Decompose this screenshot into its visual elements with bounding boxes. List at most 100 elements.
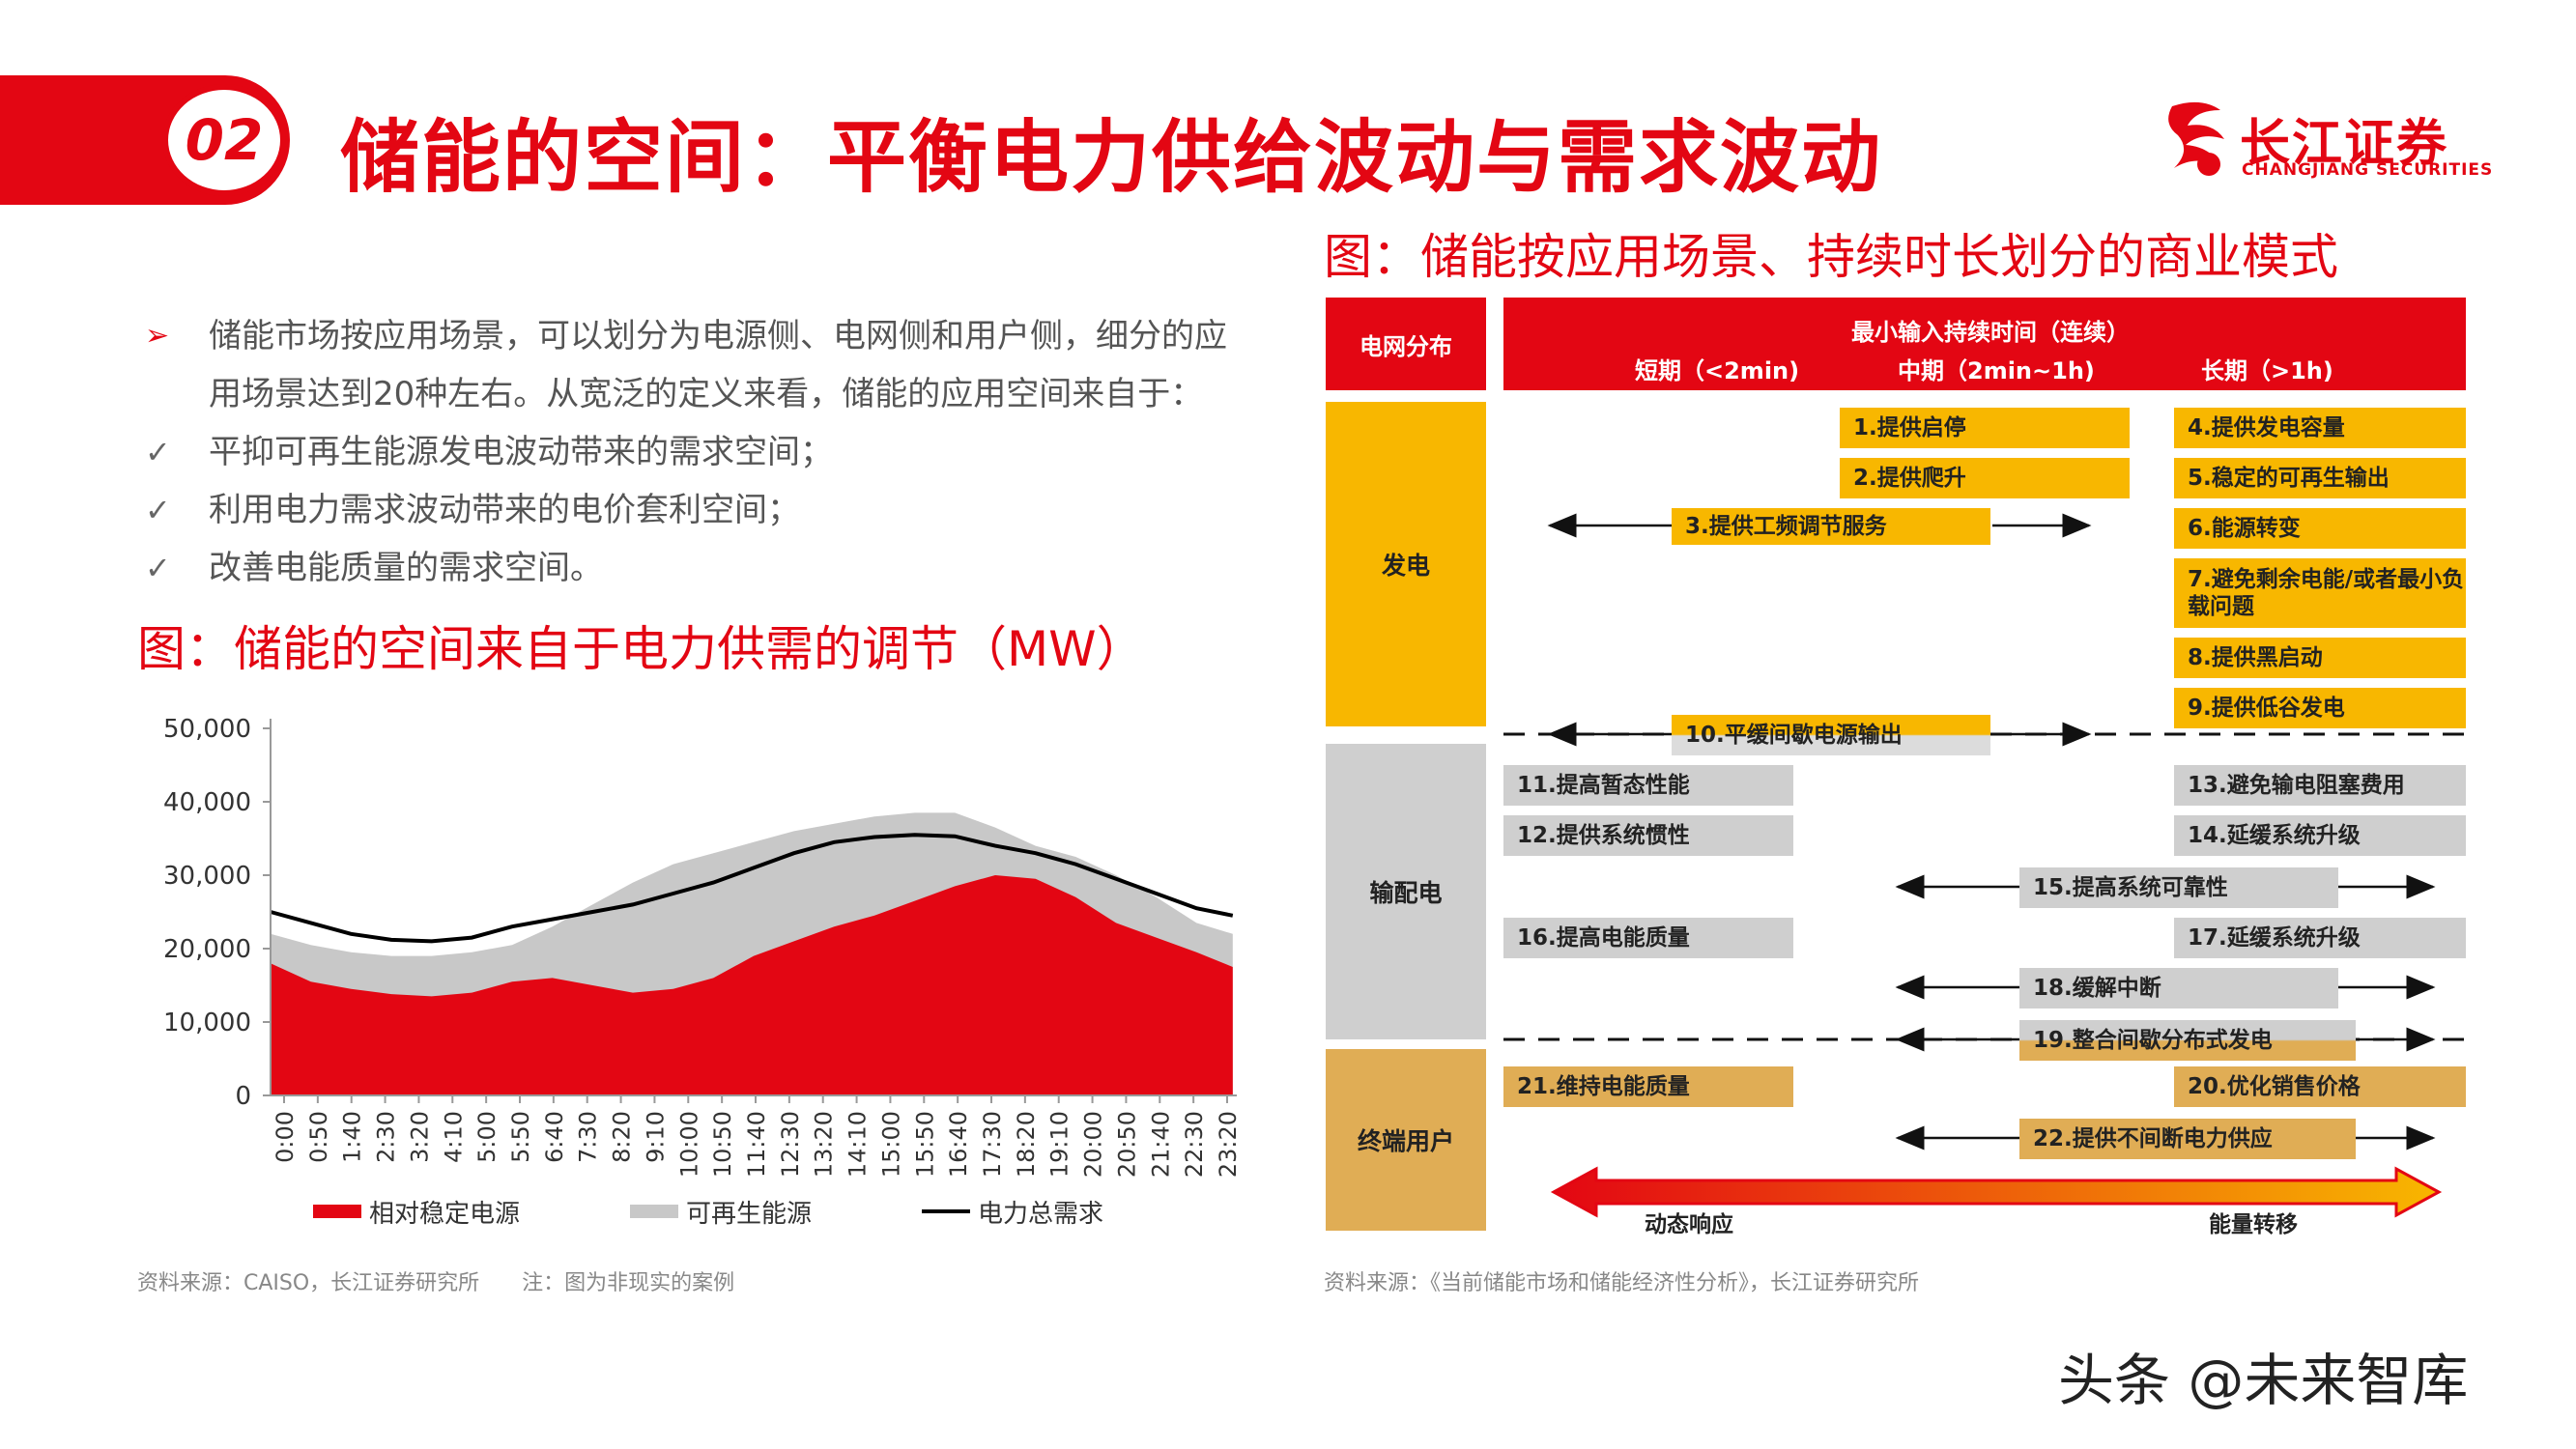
legend-label: 相对稳定电源 <box>369 1199 521 1229</box>
y-tick-label: 10,000 <box>163 1009 251 1037</box>
item-4: 4.提供发电容量 <box>2174 408 2466 448</box>
x-tick-label: 2:30 <box>373 1111 400 1163</box>
bullet-item: ➢ 储能市场按应用场景，可以划分为电源侧、电网侧和用户侧，细分的应用场景达到20… <box>145 307 1237 423</box>
y-tick-label: 40,000 <box>163 788 251 817</box>
y-tick-label: 50,000 <box>163 715 251 744</box>
x-tick-label: 12:30 <box>777 1111 804 1178</box>
x-tick-label: 0:50 <box>305 1111 332 1163</box>
bullet-item: ✓ 平抑可再生能源发电波动带来的需求空间； <box>145 423 1237 481</box>
item-6: 6.能源转变 <box>2174 508 2466 549</box>
bullet-text: 平抑可再生能源发电波动带来的需求空间； <box>209 433 833 471</box>
category-generation: 发电 <box>1326 402 1486 726</box>
item-22: 22.提供不间断电力供应 <box>2019 1119 2356 1159</box>
section-number-badge: 02 <box>162 84 286 196</box>
energy-shift-label: 能量转移 <box>2209 1212 2298 1237</box>
x-tick-label: 21:40 <box>1147 1111 1174 1178</box>
x-tick-label: 15:50 <box>911 1111 938 1178</box>
series-demand-line <box>270 833 1234 944</box>
item-19: 19.整合间歇分布式发电 <box>2019 1020 2356 1061</box>
business-model-diagram: 电网分布 最小输入持续时间（连续） 短期（<2min) 中期（2min~1h) … <box>1326 298 2466 1237</box>
x-tick-label: 7:30 <box>575 1111 602 1163</box>
legend-label: 电力总需求 <box>978 1199 1104 1229</box>
x-tick-label: 3:20 <box>406 1111 433 1163</box>
x-tick-label: 8:20 <box>609 1111 636 1163</box>
series-stable-area <box>271 875 1233 1095</box>
x-tick-label: 20:50 <box>1113 1111 1140 1178</box>
check-icon: ✓ <box>145 550 171 586</box>
header-mid-label: 中期（2min~1h) <box>1898 357 2095 384</box>
item-9: 9.提供低谷发电 <box>2174 688 2466 728</box>
bullet-text: 利用电力需求波动带来的电价套利空间； <box>209 491 800 529</box>
legend-item-demand: 电力总需求 <box>922 1192 1103 1231</box>
x-tick-label: 19:10 <box>1046 1111 1073 1178</box>
x-tick-label: 16:40 <box>945 1111 972 1178</box>
company-logo: 长江证券 CHANGJIANG SECURITIES <box>2153 97 2492 184</box>
watermark: 头条 @未来智库 <box>2058 1348 2469 1413</box>
category-end-user: 终端用户 <box>1326 1049 1486 1231</box>
bullet-text: 改善电能质量的需求空间。 <box>209 549 603 587</box>
legend-swatch <box>630 1205 678 1218</box>
check-icon: ✓ <box>145 434 171 470</box>
x-tick-label: 4:10 <box>440 1111 467 1163</box>
x-tick-label: 5:00 <box>473 1111 501 1163</box>
arrow-bullet-icon: ➢ <box>145 319 170 353</box>
header-duration-label: 最小输入持续时间（连续） <box>1851 319 2130 346</box>
x-tick-label: 1:40 <box>339 1111 366 1163</box>
right-source-note: 资料来源：《当前储能市场和储能经济性分析》，长江证券研究所 <box>1324 1271 1920 1295</box>
bullet-item: ✓ 改善电能质量的需求空间。 <box>145 539 1237 597</box>
x-tick-label: 18:20 <box>1013 1111 1040 1178</box>
legend-item-stable: 相对稳定电源 <box>313 1192 520 1231</box>
item-5: 5.稳定的可再生输出 <box>2174 458 2466 498</box>
item-2: 2.提供爬升 <box>1840 458 2130 498</box>
logo-chinese-name: 长江证券 <box>2240 115 2449 173</box>
diagram-arrows <box>1503 513 2466 1218</box>
x-tick-label: 5:50 <box>507 1111 534 1163</box>
legend-swatch <box>313 1205 361 1218</box>
x-tick-label: 22:30 <box>1181 1111 1208 1178</box>
item-10: 10.平缓间歇电源输出 <box>1672 715 1990 755</box>
logo-english-name: CHANGJIANG SECURITIES <box>2242 160 2494 180</box>
y-tick-label: 30,000 <box>163 862 251 891</box>
y-tick-label: 20,000 <box>163 935 251 964</box>
item-16: 16.提高电能质量 <box>1503 918 1793 958</box>
legend-item-renewable: 可再生能源 <box>630 1192 812 1231</box>
bullet-item: ✓ 利用电力需求波动带来的电价套利空间； <box>145 481 1237 539</box>
x-tick-label: 0:00 <box>272 1111 299 1163</box>
item-1: 1.提供启停 <box>1840 408 2130 448</box>
logo-mark-icon <box>2168 101 2224 176</box>
item-21: 21.维持电能质量 <box>1503 1066 1793 1107</box>
supply-demand-chart: 50,000 40,000 30,000 20,000 10,000 0 0:00 0:50 1… <box>163 715 1242 1178</box>
item-15: 15.提高系统可靠性 <box>2019 867 2338 908</box>
x-tick-label: 6:40 <box>541 1111 568 1163</box>
x-tick-label: 13:20 <box>811 1111 838 1178</box>
bullet-list: ➢ 储能市场按应用场景，可以划分为电源侧、电网侧和用户侧，细分的应用场景达到20… <box>145 307 1237 597</box>
header-long-label: 长期（>1h) <box>2201 357 2333 384</box>
y-tick-label: 0 <box>235 1082 251 1111</box>
x-tick-label: 17:30 <box>979 1111 1006 1178</box>
item-11: 11.提高暂态性能 <box>1503 765 1793 806</box>
check-icon: ✓ <box>145 492 171 528</box>
bullet-text: 储能市场按应用场景，可以划分为电源侧、电网侧和用户侧，细分的应用场景达到20种左… <box>209 317 1227 413</box>
item-20: 20.优化销售价格 <box>2174 1066 2466 1107</box>
x-tick-label: 14:10 <box>844 1111 872 1178</box>
legend-line <box>922 1209 970 1213</box>
x-tick-label: 9:10 <box>642 1111 669 1163</box>
page-title: 储能的空间：平衡电力供给波动与需求波动 <box>340 112 1883 204</box>
header-short-label: 短期（<2min) <box>1635 357 1800 384</box>
item-7: 7.避免剩余电能/或者最小负载问题 <box>2174 558 2466 628</box>
section-number: 02 <box>185 107 264 173</box>
item-12: 12.提供系统惯性 <box>1503 815 1793 856</box>
dynamic-response-label: 动态响应 <box>1645 1212 1733 1237</box>
right-figure-title: 图：储能按应用场景、持续时长划分的商业模式 <box>1324 229 2338 285</box>
dynamic-to-energy-arrow <box>1550 1166 2443 1218</box>
item-8: 8.提供黑启动 <box>2174 638 2466 678</box>
header-duration-cell: 最小输入持续时间（连续） 短期（<2min) 中期（2min~1h) 长期（>1… <box>1503 298 2466 390</box>
item-18: 18.缓解中断 <box>2019 968 2338 1009</box>
item-14: 14.延缓系统升级 <box>2174 815 2466 856</box>
x-tick-label: 23:20 <box>1215 1111 1242 1178</box>
left-source-note: 资料来源：CAISO，长江证券研究所 注：图为非现实的案例 <box>137 1271 735 1295</box>
item-13: 13.避免输电阻塞费用 <box>2174 765 2466 806</box>
x-tick-label: 15:00 <box>877 1111 904 1178</box>
item-3: 3.提供工频调节服务 <box>1672 508 1990 545</box>
header-category-label: 电网分布 <box>1360 332 1452 360</box>
